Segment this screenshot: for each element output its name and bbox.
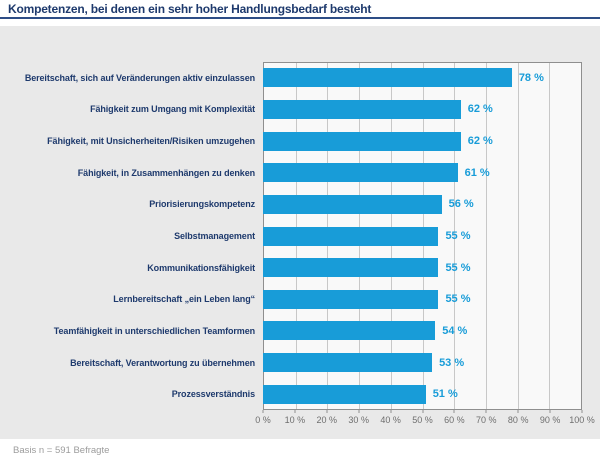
x-tick-mark	[422, 410, 423, 413]
x-tick-mark	[262, 410, 264, 413]
bar-value-label: 55 %	[445, 230, 471, 243]
bar-track: 56 %	[263, 194, 582, 214]
gridline	[517, 63, 519, 409]
bar-track: 54 %	[263, 321, 582, 341]
x-axis: 0 % 10 % 20 % 30 % 40 % 50 % 60 % 70 % 80 % 90 % 1…	[255, 410, 595, 432]
category-label: Fähigkeit, in Zusammenhängen zu denken	[77, 167, 255, 178]
x-tick-label: 90 %	[539, 415, 561, 425]
bar	[263, 163, 458, 183]
category-label: Selbstmanagement	[174, 231, 255, 242]
page-title: Kompetenzen, bei denen ein sehr hoher Ha…	[8, 2, 372, 16]
bar	[263, 289, 439, 309]
bar-value-label: 55 %	[445, 261, 471, 274]
bar	[263, 353, 433, 373]
bar-row: Prozessverständnis 51 %	[0, 378, 582, 410]
x-tick-mark	[485, 410, 487, 413]
x-tick-label: 20 %	[316, 415, 338, 425]
bar	[263, 131, 461, 151]
bar-row: Fähigkeit zum Umgang mit Komplexität 62 …	[0, 94, 582, 126]
bar-track: 78 %	[263, 68, 582, 88]
title-divider	[0, 17, 600, 19]
chart-rows: Bereitschaft, sich auf Veränderungen akt…	[0, 62, 582, 410]
category-label: Teamfähigkeit in unterschiedlichen Teamf…	[53, 325, 255, 336]
x-tick-label: 100 %	[569, 415, 595, 425]
bar-track: 62 %	[263, 131, 582, 151]
bar-value-label: 54 %	[442, 324, 468, 337]
x-tick-mark	[294, 410, 296, 413]
bar	[263, 68, 512, 88]
x-tick-label: 30 %	[348, 415, 369, 425]
category-label: Priorisierungskompetenz	[149, 199, 255, 210]
bar-value-label: 53 %	[439, 356, 465, 369]
x-tick-mark	[453, 410, 455, 413]
x-tick-label: 50 %	[412, 415, 433, 425]
bar-value-label: 61 %	[464, 166, 490, 179]
bar-value-label: 78 %	[518, 71, 544, 84]
gridline	[454, 63, 456, 409]
bar-row: Fähigkeit, mit Unsicherheiten/Risiken um…	[0, 125, 582, 157]
bar-track: 55 %	[263, 289, 582, 309]
bar-track: 51 %	[263, 384, 582, 404]
x-tick-label: 60 %	[444, 415, 465, 425]
x-tick-label: 0 %	[255, 415, 271, 425]
bar-value-label: 62 %	[467, 135, 493, 148]
category-label: Fähigkeit, mit Unsicherheiten/Risiken um…	[47, 136, 255, 147]
bar-row: Kommunikationsfähigkeit 55 %	[0, 252, 582, 284]
bar-track: 61 %	[263, 163, 582, 183]
x-tick-mark	[326, 410, 328, 413]
bar-row: Selbstmanagement 55 %	[0, 220, 582, 252]
bar	[263, 258, 439, 278]
bar	[263, 384, 426, 404]
bar-row: Teamfähigkeit in unterschiedlichen Teamf…	[0, 315, 582, 347]
x-tick-mark	[358, 410, 360, 413]
bar-row: Lernbereitschaft „ein Leben lang“ 55 %	[0, 283, 582, 315]
bar	[263, 321, 436, 341]
category-label: Kommunikationsfähigkeit	[147, 262, 255, 273]
bar-track: 55 %	[263, 226, 582, 246]
bar-row: Bereitschaft, Verantwortung zu übernehme…	[0, 347, 582, 379]
x-tick-label: 40 %	[380, 415, 401, 425]
chart-panel: Bereitschaft, sich auf Veränderungen akt…	[0, 26, 600, 456]
bar	[263, 194, 442, 214]
x-tick-mark	[390, 410, 392, 413]
x-tick-label: 10 %	[284, 415, 306, 425]
category-label: Fähigkeit zum Umgang mit Komplexität	[90, 104, 255, 115]
x-tick-label: 70 %	[476, 415, 497, 425]
bar-track: 62 %	[263, 99, 582, 119]
bar-row: Fähigkeit, in Zusammenhängen zu denken 6…	[0, 157, 582, 189]
x-tick-mark	[549, 410, 551, 413]
bar-value-label: 62 %	[467, 103, 493, 116]
category-label: Lernbereitschaft „ein Leben lang“	[113, 294, 255, 305]
bar-track: 53 %	[263, 353, 582, 373]
bar	[263, 226, 439, 246]
bar-row: Bereitschaft, sich auf Veränderungen akt…	[0, 62, 582, 94]
bar	[263, 99, 461, 119]
bar-value-label: 56 %	[448, 198, 474, 211]
gridline	[485, 63, 487, 409]
basis-note: Basis n = 591 Befragte	[13, 445, 110, 456]
x-tick-mark	[581, 410, 583, 413]
category-label: Prozessverständnis	[171, 389, 255, 400]
x-tick-mark	[517, 410, 519, 413]
bar-value-label: 55 %	[445, 293, 471, 306]
x-tick-label: 80 %	[507, 415, 529, 425]
bar-track: 55 %	[263, 258, 582, 278]
category-label: Bereitschaft, sich auf Veränderungen akt…	[24, 72, 255, 83]
category-label: Bereitschaft, Verantwortung zu übernehme…	[70, 357, 255, 368]
bar-value-label: 51 %	[432, 388, 458, 401]
gridline	[549, 63, 551, 409]
bar-row: Priorisierungskompetenz 56 %	[0, 189, 582, 221]
